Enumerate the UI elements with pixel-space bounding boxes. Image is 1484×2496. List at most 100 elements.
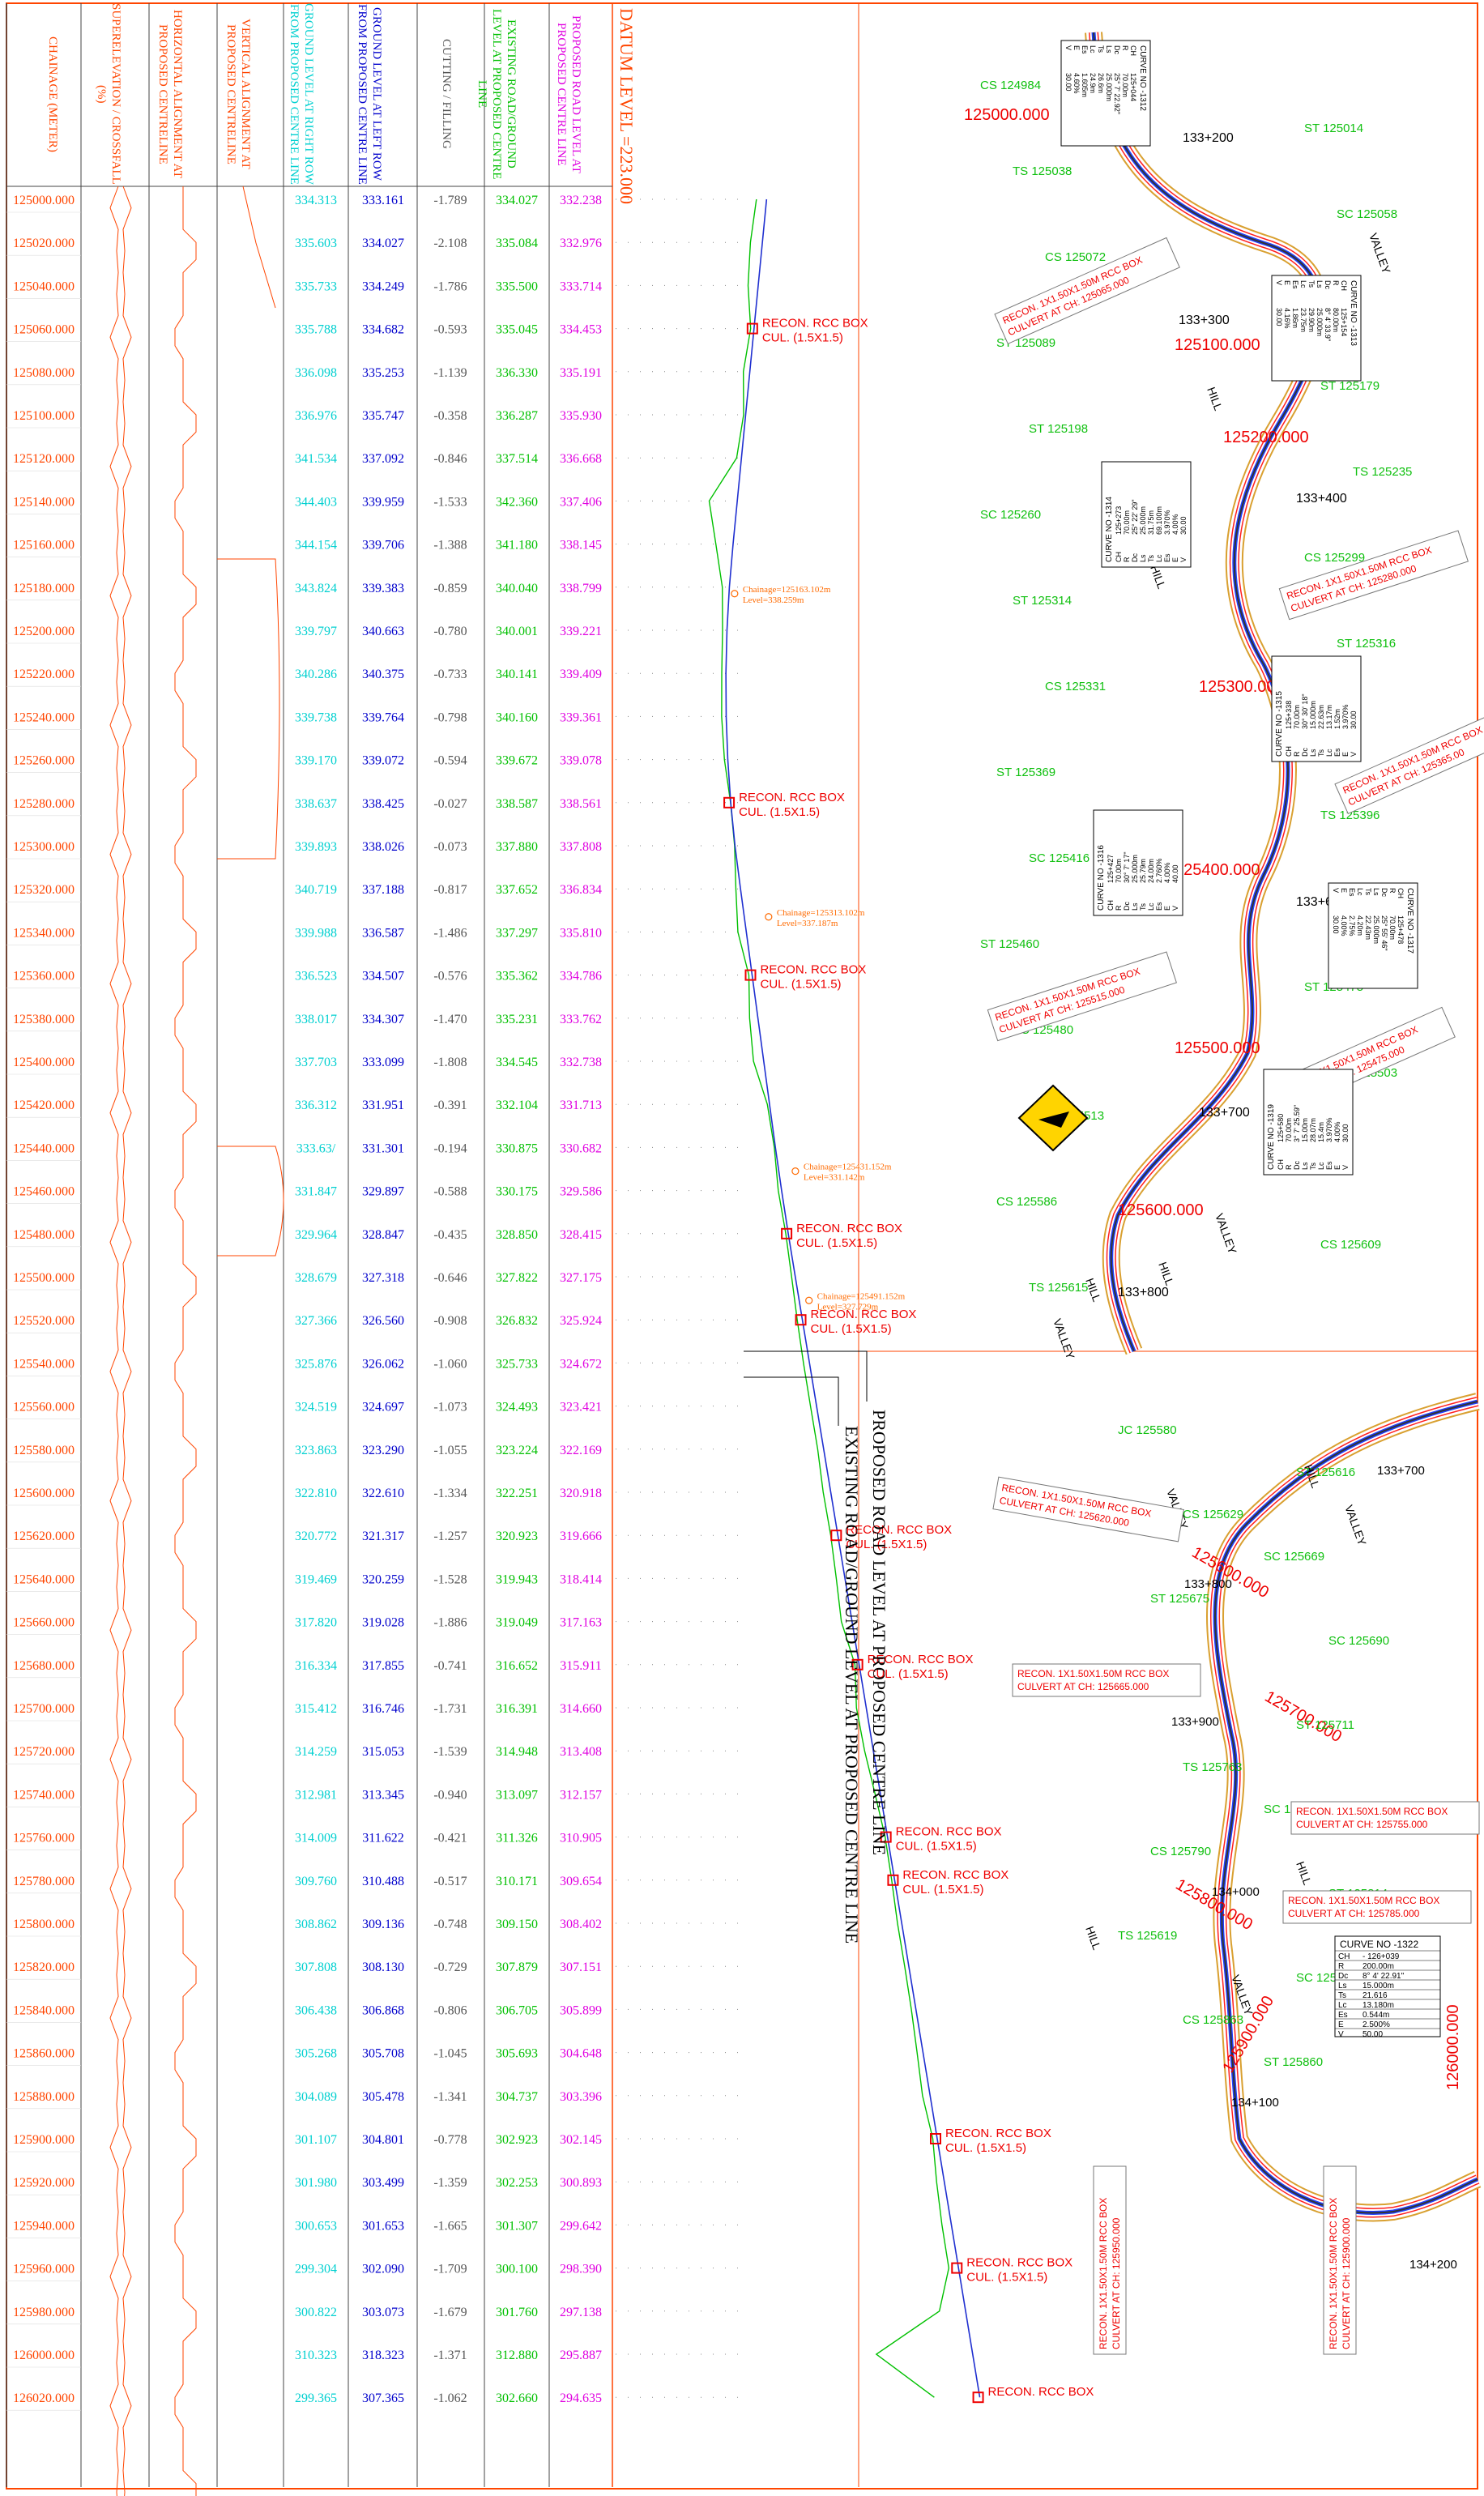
existing-level-value: 341.180: [496, 539, 538, 553]
plan-point-label: ST 125314: [1013, 594, 1072, 608]
chainage-value: 125400.000: [13, 1056, 75, 1069]
chainage-value: 125220.000: [13, 668, 75, 681]
culvert-box-marker: [880, 1831, 892, 1843]
plan-point-label: ST 125198: [1029, 422, 1088, 436]
existing-level-value: 340.001: [496, 625, 538, 638]
proposed-level-value: 339.221: [560, 625, 602, 638]
culvert-box-marker: [887, 1874, 899, 1886]
proposed-level-line: [725, 198, 981, 2398]
existing-level-value: 316.391: [496, 1702, 538, 1716]
curve-table-value: 2.500%: [1362, 2020, 1390, 2029]
ground-right-value: 315.412: [295, 1702, 337, 1716]
curve-table-key: Dc: [1131, 553, 1139, 562]
proposed-level-value: 335.191: [560, 366, 602, 380]
curve-table-value: 25.000m: [1139, 506, 1147, 535]
existing-level-value: 335.045: [496, 323, 538, 337]
existing-level-value: 319.049: [496, 1616, 538, 1630]
curve-table-key: CH: [1115, 552, 1123, 562]
ground-left-value: 309.136: [362, 1918, 404, 1931]
chainage-value: 125520.000: [13, 1314, 75, 1328]
curve-table-value: 2.760%: [1155, 858, 1163, 883]
ground-right-value: 336.098: [295, 366, 337, 380]
existing-level-value: 330.175: [496, 1185, 538, 1199]
superelevation-left-line: [109, 186, 119, 2496]
culvert-box-marker: [795, 1314, 807, 1326]
curve-table-value: 22.43m: [1364, 915, 1372, 940]
existing-level-value: 340.141: [496, 668, 538, 681]
curve-table-value: 25.000m: [1105, 73, 1113, 101]
chainage-value: 125660.000: [13, 1616, 75, 1630]
proposed-level-value: 323.421: [560, 1401, 602, 1414]
curve-table-value: 30.00: [1332, 915, 1340, 934]
chainage-value: 125760.000: [13, 1832, 75, 1845]
existing-level-value: 302.660: [496, 2391, 538, 2405]
culvert-label: RECON. RCC BOX: [739, 791, 845, 804]
ground-left-value: 340.375: [362, 668, 404, 681]
culvert-size-label: CUL. (1.5X1.5): [739, 805, 820, 819]
curve-table-key: R: [1338, 1962, 1344, 1971]
ground-right-value: 339.797: [295, 625, 337, 638]
plan-point-label: TS 125619: [1118, 1929, 1177, 1943]
plan-chainage-label: 125300.000: [1199, 678, 1285, 696]
curve-table-value: 50.00: [1362, 2030, 1383, 2039]
chainage-value: 125900.000: [13, 2133, 75, 2147]
curve-table-key: Lc: [1089, 45, 1097, 53]
cut-fill-value: -1.528: [433, 1572, 467, 1586]
curve-table-value: 4.00%: [1171, 514, 1179, 535]
curve-table-key: R: [1115, 905, 1123, 911]
ground-right-value: 312.981: [295, 1788, 337, 1802]
curve-table-title: CURVE NO -1313: [1349, 280, 1358, 346]
proposed-level-value: 308.402: [560, 1918, 602, 1931]
culvert-size-label: CUL. (1.5X1.5): [796, 1236, 877, 1250]
legend-existing-text: EXISTING ROAD/GROUND LEVEL AT PROPOSED C…: [842, 1426, 862, 1943]
chainage-value: 125020.000: [13, 237, 75, 250]
cut-fill-value: -1.055: [433, 1444, 467, 1457]
existing-level-value: 312.880: [496, 2349, 538, 2362]
plan-point-label: SC 125058: [1337, 207, 1397, 221]
ground-left-value: 326.062: [362, 1357, 404, 1371]
culvert-label: RECON. RCC BOX: [868, 1653, 974, 1666]
curve-table-value: 13.180m: [1362, 2001, 1394, 2010]
header-ground-right: GROUND LEVEL AT RIGHT ROW FROM PROPOSED …: [288, 3, 315, 185]
chainage-value: 126020.000: [13, 2391, 75, 2405]
plan-point-label: SC 125260: [980, 508, 1041, 522]
plan-point-label: TS 125235: [1353, 465, 1412, 479]
plan-point-label: CS 125609: [1320, 1238, 1381, 1252]
vertical-point-marker: [731, 590, 739, 598]
ground-left-value: 333.099: [362, 1056, 404, 1069]
ground-left-value: 310.488: [362, 1875, 404, 1888]
chainage-value: 125440.000: [13, 1141, 75, 1155]
header-ground-left: GROUND LEVEL AT LEFT ROW FROM PROPOSED C…: [356, 3, 383, 185]
culvert-note-box: [1334, 706, 1484, 815]
sheet-border: [6, 2, 1478, 2490]
plan-point-label: ST 125616: [1296, 1466, 1355, 1479]
ground-right-value: 344.154: [295, 539, 337, 553]
ground-right-value: 305.268: [295, 2047, 337, 2061]
ground-right-value: 320.772: [295, 1530, 337, 1543]
cut-fill-value: -0.780: [433, 625, 467, 638]
ground-left-value: 324.697: [362, 1401, 404, 1414]
header-vertical-alignment: VERTICAL ALIGNMENT AT PROPOSED CENTRELIN…: [224, 19, 252, 169]
curve-table-value: 70.00m: [1115, 859, 1123, 883]
plan-point-label: ST 125179: [1320, 379, 1380, 393]
curve-table-key: Ls: [1309, 749, 1317, 757]
vertical-point-marker: [765, 913, 773, 921]
cut-fill-value: -2.108: [433, 237, 467, 250]
culvert-size-label: CUL. (1.5X1.5): [760, 978, 841, 992]
proposed-level-value: 333.762: [560, 1013, 602, 1026]
chainage-value: 125340.000: [13, 926, 75, 940]
cut-fill-value: -1.679: [433, 2306, 467, 2319]
ground-left-value: 318.323: [362, 2349, 404, 2362]
ground-right-value: 325.876: [295, 1357, 337, 1371]
curve-table-key: Es: [1333, 748, 1341, 757]
chainage-value: 125680.000: [13, 1659, 75, 1673]
curve-table-key: Ts: [1147, 555, 1155, 563]
ground-right-value: 339.988: [295, 926, 337, 940]
culvert-note-box: [992, 1476, 1184, 1542]
existing-level-value: 324.493: [496, 1401, 538, 1414]
chainage-value: 125380.000: [13, 1013, 75, 1026]
ground-right-value: 301.980: [295, 2176, 337, 2190]
header-chainage: CHAINAGE (METER): [46, 36, 59, 152]
chainage-value: 125880.000: [13, 2090, 75, 2104]
